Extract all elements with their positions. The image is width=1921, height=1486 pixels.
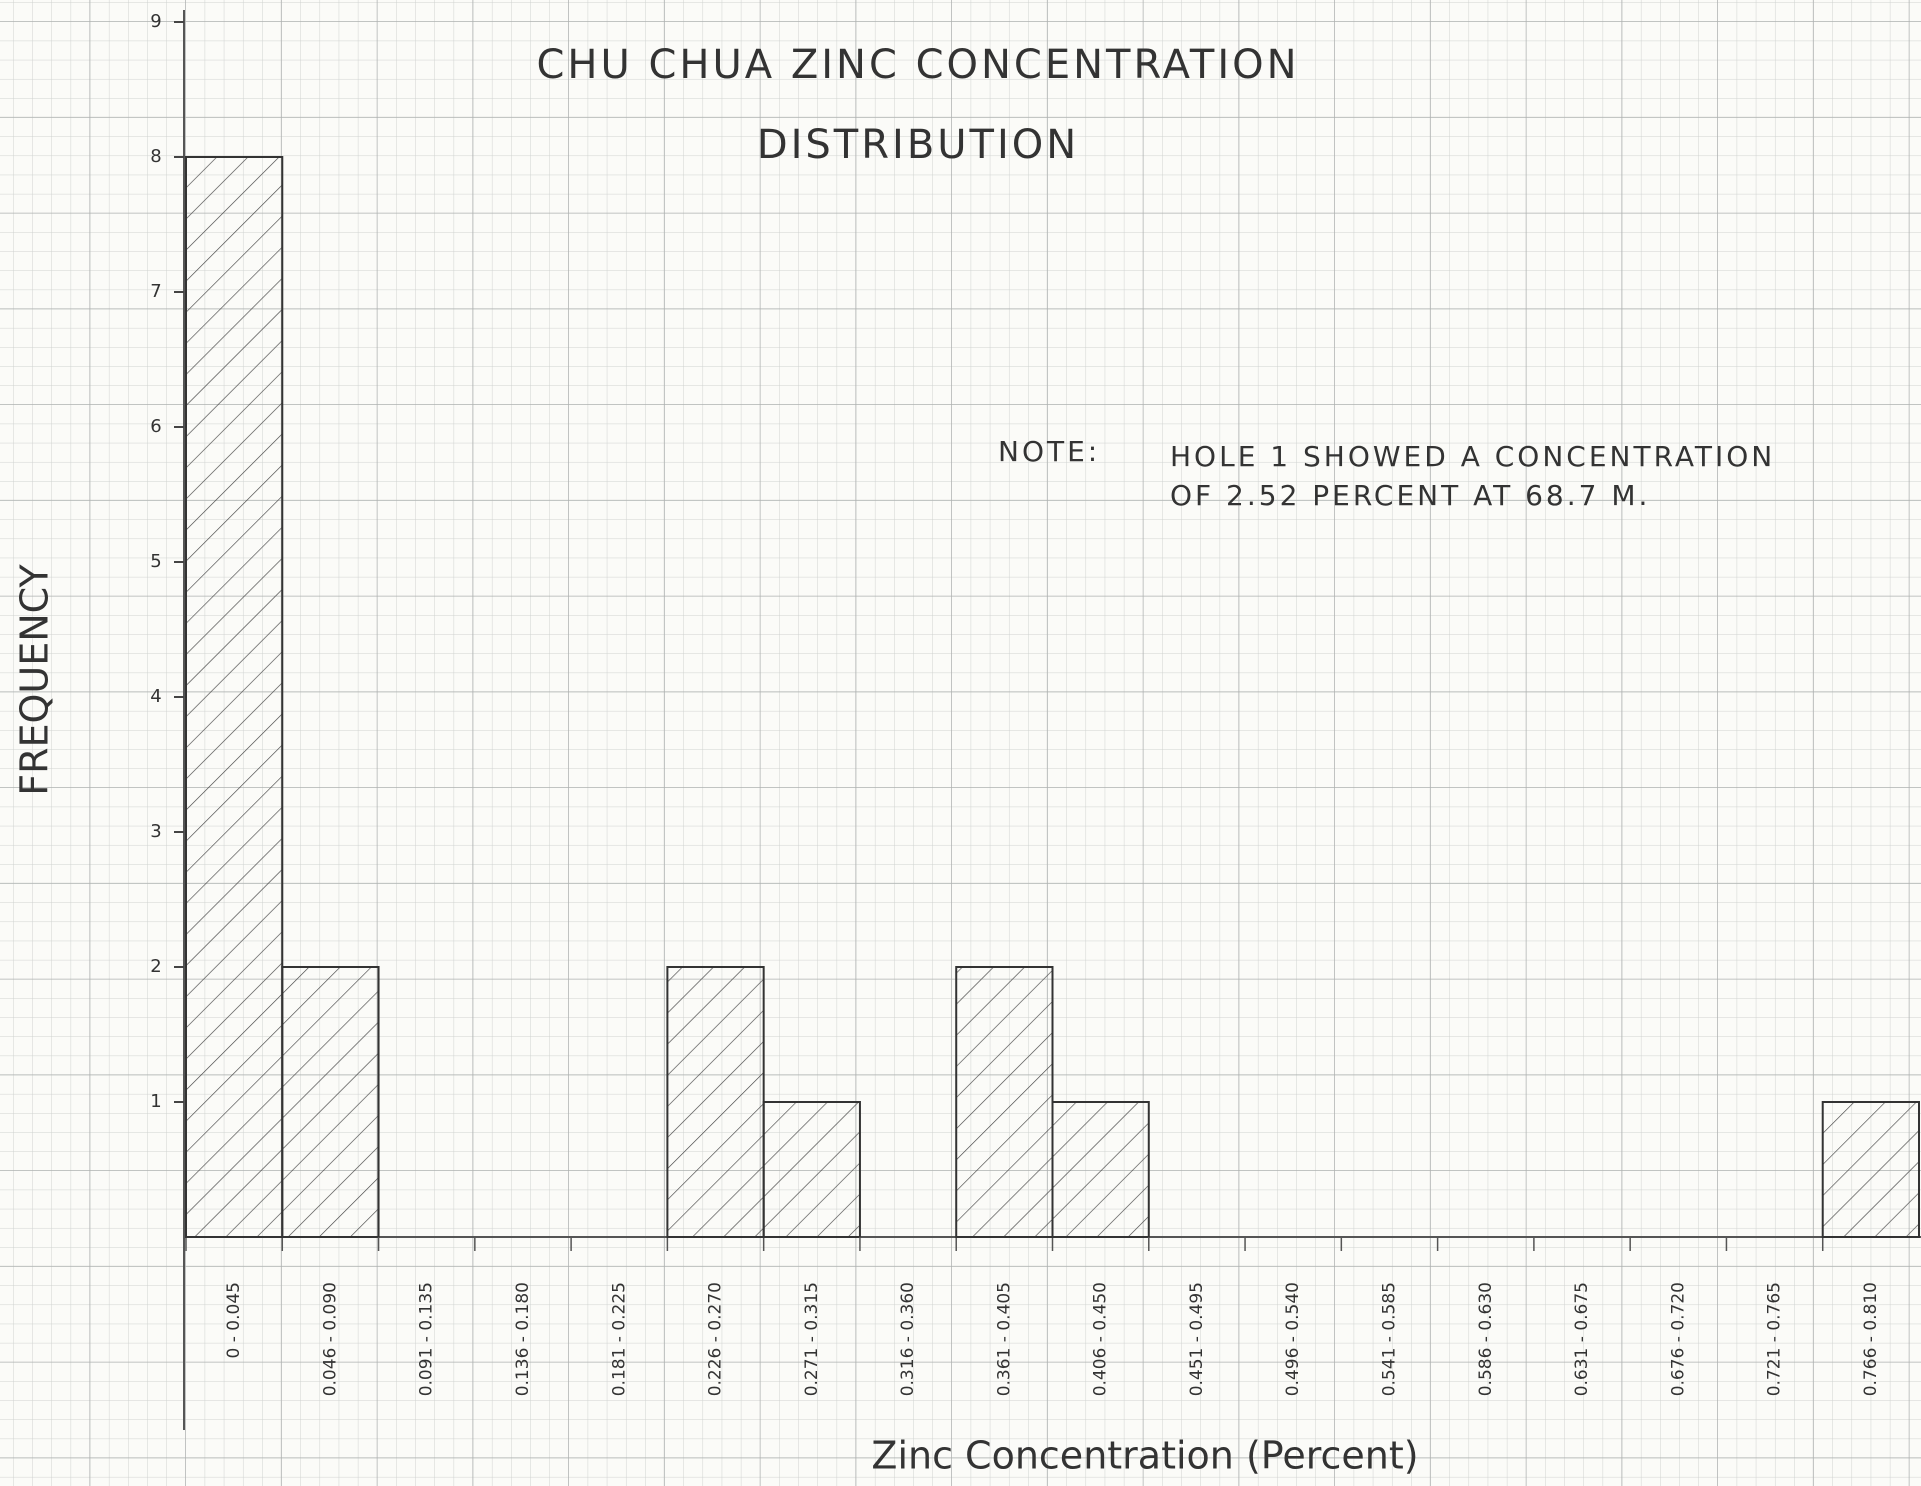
y-tick-label: 8: [150, 146, 161, 167]
chart-title: CHU CHUA ZINC CONCENTRATION: [536, 42, 1299, 88]
x-tick-label: 0.766 - 0.810: [1861, 1282, 1881, 1396]
x-tick-label: 0.316 - 0.360: [898, 1282, 918, 1396]
bar: [1821, 1101, 1920, 1238]
x-tick-label: 0.451 - 0.495: [1187, 1282, 1207, 1396]
annotation: OF 2.52 PERCENT AT 68.7 M.: [1170, 479, 1650, 512]
x-tick-label: 0.046 - 0.090: [320, 1282, 340, 1396]
bar: [1051, 1101, 1150, 1238]
x-tick-label: 0.406 - 0.450: [1091, 1282, 1111, 1396]
x-tick-label: 0.631 - 0.675: [1572, 1282, 1592, 1396]
y-tick-label: 3: [150, 821, 161, 842]
y-tick-label: 1: [150, 1091, 161, 1112]
x-tick-label: 0.496 - 0.540: [1283, 1282, 1303, 1396]
y-tick-label: 4: [150, 686, 161, 707]
bar: [955, 966, 1054, 1238]
x-tick-label: 0.226 - 0.270: [706, 1282, 726, 1396]
x-tick-label: 0.136 - 0.180: [513, 1282, 533, 1396]
x-tick-label: 0.181 - 0.225: [609, 1282, 629, 1396]
y-tick-label: 6: [150, 416, 161, 437]
annotation: HOLE 1 SHOWED A CONCENTRATION: [1170, 440, 1775, 473]
x-tick-label: 0.091 - 0.135: [417, 1282, 437, 1396]
y-axis-label: FREQUENCY: [13, 563, 57, 795]
x-tick-label: 0.721 - 0.765: [1765, 1282, 1785, 1396]
x-tick-label: 0.541 - 0.585: [1379, 1282, 1399, 1396]
y-tick-label: 9: [150, 11, 161, 32]
x-axis-label: Zinc Concentration (Percent): [871, 1434, 1418, 1478]
y-tick-label: 7: [150, 281, 161, 302]
x-tick-label: 0.361 - 0.405: [994, 1282, 1014, 1396]
annotation: NOTE:: [998, 435, 1100, 468]
x-tick-label: 0.586 - 0.630: [1476, 1282, 1496, 1396]
chart-subtitle: DISTRIBUTION: [757, 122, 1079, 168]
x-tick-label: 0 - 0.045: [224, 1282, 244, 1358]
bar: [666, 966, 765, 1238]
bar: [281, 966, 380, 1238]
y-tick-label: 2: [150, 956, 161, 977]
bar: [762, 1101, 861, 1238]
bar: [185, 156, 284, 1238]
x-tick-label: 0.676 - 0.720: [1668, 1282, 1688, 1396]
x-tick-label: 0.271 - 0.315: [802, 1282, 822, 1396]
y-tick-label: 5: [150, 551, 161, 572]
